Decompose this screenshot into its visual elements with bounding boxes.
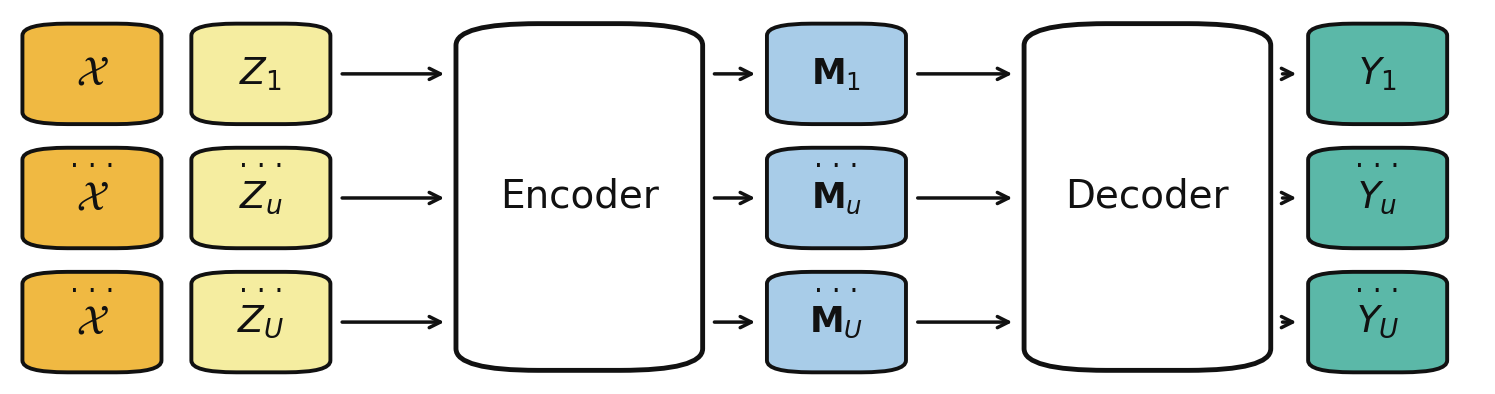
Text: $Y_1$: $Y_1$ xyxy=(1357,55,1398,93)
Text: $Y_u$: $Y_u$ xyxy=(1357,180,1398,216)
Text: Encoder: Encoder xyxy=(499,178,659,216)
Text: $Z_u$: $Z_u$ xyxy=(239,180,283,216)
FancyBboxPatch shape xyxy=(1308,24,1447,124)
FancyBboxPatch shape xyxy=(22,272,161,372)
Text: $\mathbf{M}_1$: $\mathbf{M}_1$ xyxy=(812,56,861,92)
FancyBboxPatch shape xyxy=(22,148,161,248)
Text: · · ·: · · · xyxy=(815,153,858,182)
Text: · · ·: · · · xyxy=(239,277,283,306)
Text: $\mathcal{X}$: $\mathcal{X}$ xyxy=(76,301,108,343)
Text: · · ·: · · · xyxy=(815,277,858,306)
Text: · · ·: · · · xyxy=(239,153,283,182)
Text: $Z_1$: $Z_1$ xyxy=(239,55,283,93)
Text: · · ·: · · · xyxy=(1356,153,1399,182)
FancyBboxPatch shape xyxy=(191,24,330,124)
Text: Decoder: Decoder xyxy=(1066,178,1229,216)
Text: · · ·: · · · xyxy=(70,153,114,182)
FancyBboxPatch shape xyxy=(767,148,906,248)
FancyBboxPatch shape xyxy=(22,24,161,124)
FancyBboxPatch shape xyxy=(767,272,906,372)
FancyBboxPatch shape xyxy=(191,148,330,248)
Text: $\mathcal{X}$: $\mathcal{X}$ xyxy=(76,53,108,95)
Text: $\mathbf{M}_u$: $\mathbf{M}_u$ xyxy=(810,180,863,216)
FancyBboxPatch shape xyxy=(1308,272,1447,372)
FancyBboxPatch shape xyxy=(1308,148,1447,248)
Text: $Y_U$: $Y_U$ xyxy=(1356,304,1399,340)
Text: $Z_U$: $Z_U$ xyxy=(238,304,284,340)
Text: $\mathbf{M}_U$: $\mathbf{M}_U$ xyxy=(809,305,864,340)
FancyBboxPatch shape xyxy=(1024,24,1271,370)
Text: · · ·: · · · xyxy=(70,277,114,306)
FancyBboxPatch shape xyxy=(767,24,906,124)
Text: · · ·: · · · xyxy=(1356,277,1399,306)
Text: $\mathcal{X}$: $\mathcal{X}$ xyxy=(76,177,108,219)
FancyBboxPatch shape xyxy=(456,24,703,370)
FancyBboxPatch shape xyxy=(191,272,330,372)
